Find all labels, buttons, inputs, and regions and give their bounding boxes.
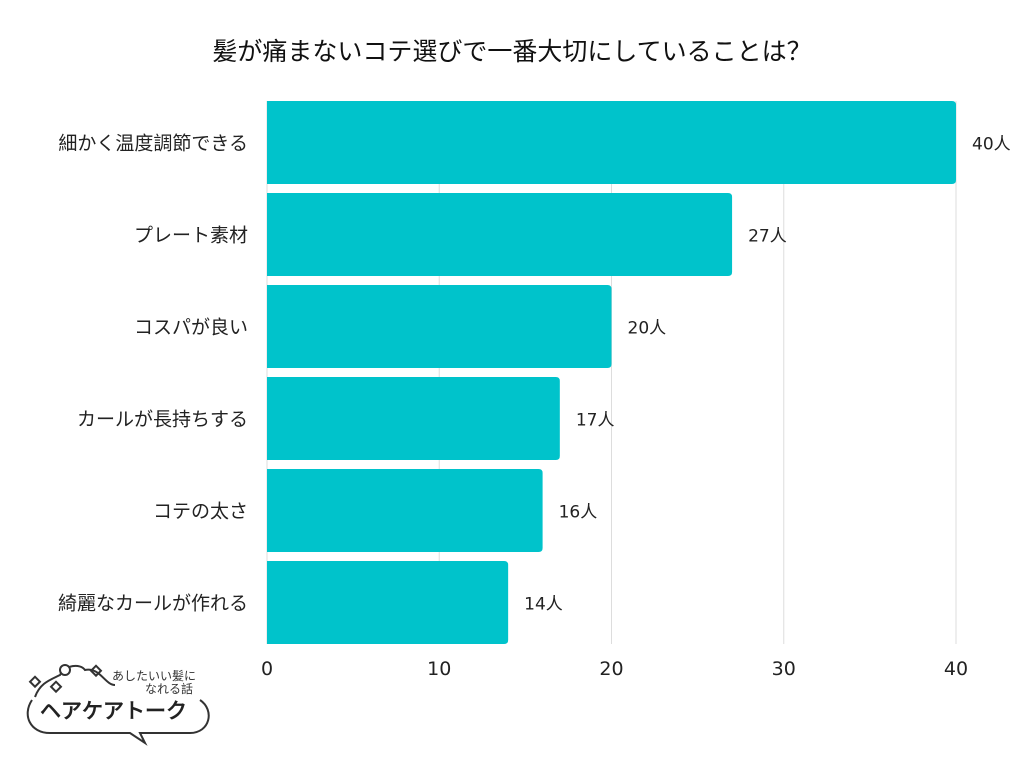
- logo-name: ヘアケアトーク: [40, 699, 187, 723]
- category-label: コスパが良い: [134, 317, 248, 339]
- data-label: 14人: [524, 595, 563, 615]
- bar: [267, 193, 733, 276]
- category-label: プレート素材: [134, 225, 248, 247]
- bar: [267, 469, 543, 552]
- bar: [267, 285, 612, 368]
- data-label: 17人: [576, 411, 615, 431]
- logo-tagline: あしたいい髪に: [112, 669, 196, 683]
- data-label: 40人: [972, 135, 1011, 155]
- chart-title: 髪が痛まないコテ選びで一番大切にしていることは？: [212, 37, 811, 66]
- logo: あしたいい髪に なれる話 ヘアケアトーク: [26, 664, 210, 746]
- x-tick-label: 30: [772, 658, 796, 680]
- data-label: 27人: [748, 227, 787, 247]
- x-tick-label: 20: [599, 658, 623, 680]
- category-label: 綺麗なカールが作れる: [58, 593, 248, 615]
- bar: [267, 377, 560, 460]
- bar: [267, 101, 956, 184]
- bar: [267, 561, 509, 644]
- logo-tagline-2: なれる話: [145, 681, 193, 696]
- data-label: 16人: [559, 503, 598, 523]
- x-tick-label: 10: [427, 658, 451, 680]
- category-label: カールが長持ちする: [77, 409, 248, 431]
- category-label: コテの太さ: [153, 501, 248, 523]
- data-label: 20人: [628, 319, 667, 339]
- x-tick-label: 40: [944, 658, 968, 680]
- x-tick-label: 0: [261, 658, 273, 680]
- category-label: 細かく温度調節できる: [58, 133, 248, 155]
